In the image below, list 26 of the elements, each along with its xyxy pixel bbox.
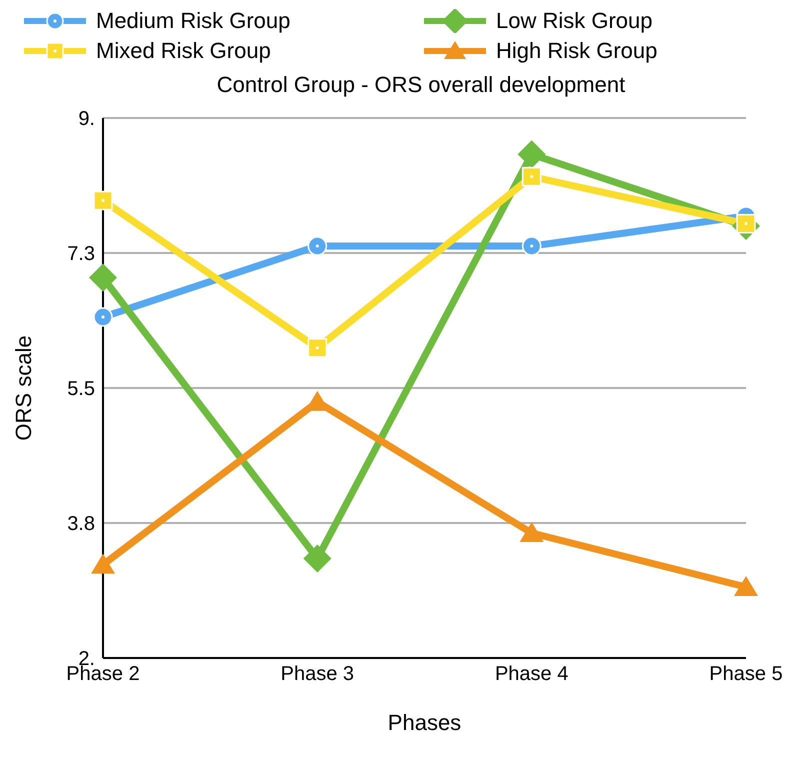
point [89, 264, 117, 292]
x-tick-label: Phase 5 [709, 663, 783, 686]
point [520, 522, 544, 542]
point [91, 554, 115, 574]
x-axis-title: Phases [388, 710, 462, 735]
legend-label: Low Risk Group [496, 8, 653, 34]
legend-label: Medium Risk Group [96, 8, 290, 34]
point [93, 190, 113, 210]
x-tick-label: Phase 4 [494, 663, 568, 686]
point [308, 338, 328, 358]
point [522, 166, 542, 186]
y-tick-label: 5.5 [67, 378, 95, 400]
point [93, 307, 113, 327]
y-tick-label: 9. [78, 108, 95, 130]
x-tick-label: Phase 3 [280, 663, 354, 686]
y-axis-title: ORS scale [10, 335, 36, 441]
point [303, 544, 332, 572]
legend-label: High Risk Group [496, 38, 658, 64]
point [518, 140, 546, 168]
legend-label: Mixed Risk Group [96, 38, 271, 64]
y-tick-label: 3.8 [67, 513, 95, 536]
point [522, 236, 542, 256]
point [734, 576, 758, 596]
y-tick-label: 7.3 [67, 243, 95, 266]
point [308, 236, 328, 256]
chart-title: Control Group - ORS overall development [216, 72, 626, 98]
